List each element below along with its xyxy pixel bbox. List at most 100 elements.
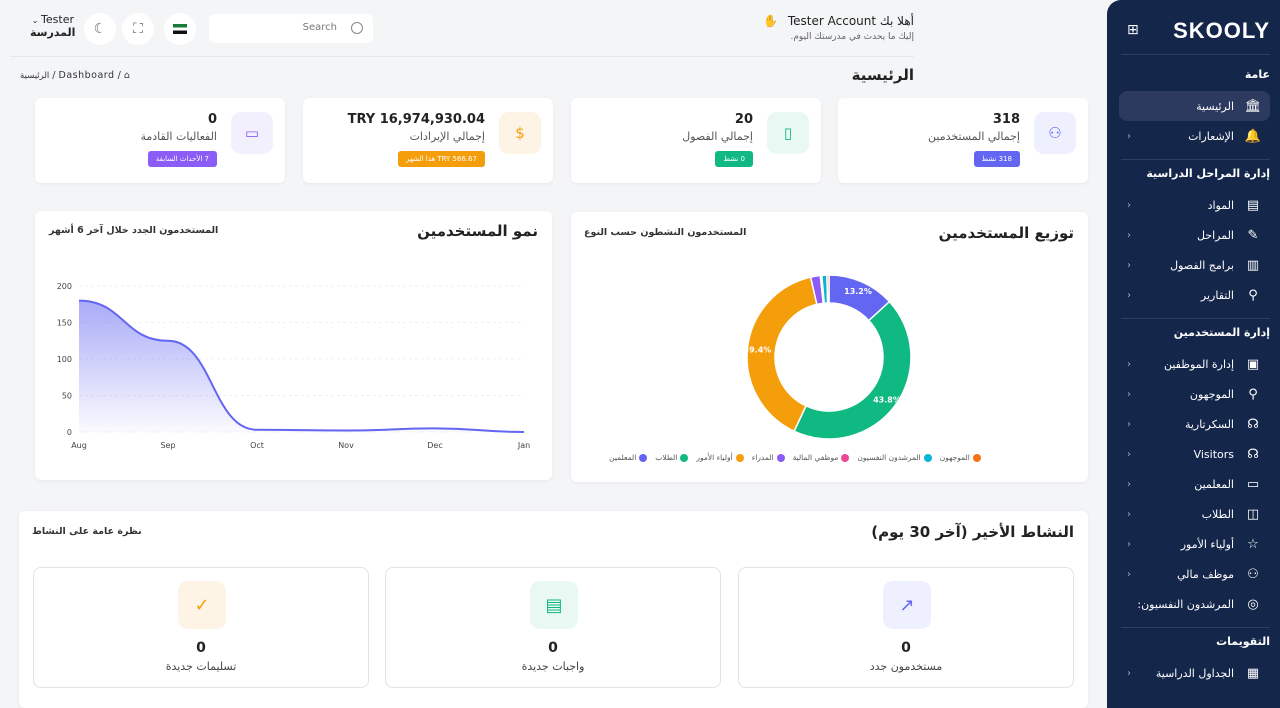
slice-label: 43.8% bbox=[873, 396, 901, 405]
sidebar-item-icon: 🔔 bbox=[1244, 128, 1262, 144]
legend-item[interactable]: الموجهون bbox=[940, 453, 981, 462]
breadcrumb: الرئيسية / Dashboard / ⌂ bbox=[20, 70, 130, 81]
legend-dot bbox=[735, 454, 744, 462]
sidebar-item-icon: ☊ bbox=[1247, 416, 1259, 432]
chevron-left-icon: ‹ bbox=[1127, 418, 1131, 430]
logo: SKOOLY bbox=[1173, 18, 1270, 43]
legend-label: المعلمين bbox=[609, 453, 637, 462]
language-button[interactable] bbox=[164, 13, 196, 45]
stat-badge: 7 الأحداث السابقة bbox=[147, 151, 217, 167]
stat-badge: TRY 566.67 هذا الشهر bbox=[398, 151, 485, 167]
users-icon: ⚇ bbox=[1034, 112, 1076, 154]
sidebar-item[interactable]: ☆ أولياء الأمور ‹ bbox=[1119, 529, 1270, 559]
legend-dot bbox=[972, 454, 981, 462]
legend-dot bbox=[776, 454, 785, 462]
stat-label: الفعاليات القادمة bbox=[140, 130, 217, 143]
stat-card-revenue: TRY 16,974,930.04 إجمالي الإيرادات TRY 5… bbox=[303, 98, 553, 183]
chevron-left-icon: ‹ bbox=[1127, 448, 1131, 460]
activity-new-users: ↗ 0 مستخدمون جدد bbox=[738, 567, 1074, 688]
chevron-left-icon: ‹ bbox=[1127, 568, 1131, 580]
school-name: المدرسة bbox=[30, 26, 76, 39]
activity-subtitle: نظرة عامة على النشاط bbox=[32, 526, 142, 537]
grid-menu-icon[interactable]: ⊞ bbox=[1127, 22, 1139, 38]
dark-mode-button[interactable]: ☾ bbox=[84, 13, 116, 45]
user-menu[interactable]: ⌄ Tester المدرسة bbox=[30, 13, 76, 39]
sidebar-item-label: السكرتارية bbox=[1184, 417, 1234, 431]
chart-title: توزيع المستخدمين bbox=[938, 224, 1074, 242]
chevron-left-icon: ‹ bbox=[1127, 199, 1131, 211]
page-title: الرئيسية bbox=[851, 66, 914, 84]
sidebar-item[interactable]: ▭ المعلمين ‹ bbox=[1119, 469, 1270, 499]
sidebar-item[interactable]: ⚲ الموجهون ‹ bbox=[1119, 379, 1270, 409]
welcome-text: أهلا بك Tester Account bbox=[787, 14, 914, 28]
legend-dot bbox=[841, 454, 850, 462]
activity-title: النشاط الأخير (آخر 30 يوم) bbox=[871, 523, 1074, 541]
sidebar-item[interactable]: ▥ برامج الفصول ‹ bbox=[1119, 250, 1270, 280]
stat-value: TRY 16,974,930.04 bbox=[347, 112, 485, 127]
legend-label: الموجهون bbox=[939, 453, 970, 462]
legend-item[interactable]: المرشدون النفسيون bbox=[857, 453, 932, 462]
legend-item[interactable]: أولياء الأمور bbox=[696, 453, 744, 462]
sidebar-item[interactable]: ✎ المراحل ‹ bbox=[1119, 220, 1270, 250]
sidebar-item-label: الرئيسية bbox=[1196, 99, 1234, 113]
breadcrumb-dashboard[interactable]: Dashboard bbox=[58, 70, 115, 81]
sidebar-item[interactable]: ☊ Visitors ‹ bbox=[1119, 439, 1270, 469]
legend-item[interactable]: المدراء bbox=[752, 453, 785, 462]
fullscreen-button[interactable]: ⛶ bbox=[122, 13, 154, 45]
activity-value: 0 bbox=[196, 640, 206, 656]
legend-item[interactable]: موظفي المالية bbox=[793, 453, 850, 462]
legend-dot bbox=[680, 454, 689, 462]
y-tick-label: 100 bbox=[57, 355, 72, 364]
sidebar-section-title: عامة bbox=[1244, 68, 1270, 81]
chart-legend: الموجهون المرشدون النفسيون موظفي المالية ال… bbox=[580, 453, 1010, 462]
home-icon[interactable]: ⌂ bbox=[123, 70, 130, 81]
stat-label: إجمالي الإيرادات bbox=[409, 130, 485, 143]
activity-label: تسليمات جديدة bbox=[165, 660, 237, 673]
sidebar-item-label: التقارير bbox=[1200, 288, 1234, 302]
sidebar: SKOOLY ⊞ عامة 🏛 الرئيسية 🔔 الإشعارات ‹ إدارة ا… bbox=[1107, 0, 1280, 708]
sidebar-item[interactable]: ⚇ موظف مالي ‹ bbox=[1119, 559, 1270, 589]
sidebar-item-icon: ▤ bbox=[1246, 197, 1260, 213]
sidebar-item-icon: ◎ bbox=[1247, 596, 1259, 612]
sidebar-item-label: المعلمين bbox=[1194, 477, 1234, 491]
sidebar-item[interactable]: 🔔 الإشعارات ‹ bbox=[1119, 121, 1270, 151]
breadcrumb-home[interactable]: الرئيسية bbox=[20, 71, 50, 81]
legend-label: المرشدون النفسيون bbox=[857, 453, 921, 462]
legend-label: موظفي المالية bbox=[792, 453, 839, 462]
donut-slice[interactable] bbox=[746, 276, 818, 433]
donut-slice[interactable] bbox=[826, 274, 830, 304]
x-tick-label: Jan bbox=[517, 441, 530, 450]
sidebar-item[interactable]: ◎ المرشدون النفسيون: bbox=[1119, 589, 1270, 619]
sidebar-item[interactable]: ▣ إدارة الموظفين ‹ bbox=[1119, 349, 1270, 379]
stat-card-users: 318 إجمالي المستخدمين 318 نشط ⚇ bbox=[838, 98, 1088, 183]
search-box[interactable]: Search bbox=[209, 14, 373, 43]
sidebar-item[interactable]: ⚲ التقارير ‹ bbox=[1119, 280, 1270, 310]
sidebar-item[interactable]: ▦ الجداول الدراسية ‹ bbox=[1119, 658, 1270, 688]
chevron-left-icon: ‹ bbox=[1127, 667, 1131, 679]
donut-slice[interactable] bbox=[793, 300, 912, 440]
legend-item[interactable]: المعلمين bbox=[609, 453, 648, 462]
user-name: Tester bbox=[41, 13, 74, 26]
main-content: ⌄ Tester المدرسة ☾ ⛶ Search أهلا بك Test… bbox=[10, 13, 1088, 708]
x-tick-label: Sep bbox=[160, 441, 175, 450]
sidebar-section-title: إدارة المراحل الدراسية bbox=[1146, 167, 1270, 180]
x-tick-label: Aug bbox=[71, 441, 87, 450]
stat-card-classes: 20 إجمالي الفصول 0 نشط ▯ bbox=[571, 98, 821, 183]
sidebar-item[interactable]: ◫ الطلاب ‹ bbox=[1119, 499, 1270, 529]
activity-value: 0 bbox=[901, 640, 911, 656]
sidebar-item[interactable]: ☊ السكرتارية ‹ bbox=[1119, 409, 1270, 439]
stat-card-events: 0 الفعاليات القادمة 7 الأحداث السابقة ▭ bbox=[35, 98, 285, 183]
sidebar-item-label: المواد bbox=[1207, 198, 1234, 212]
sidebar-item[interactable]: 🏛 الرئيسية bbox=[1119, 91, 1270, 121]
sidebar-item-icon: ▥ bbox=[1246, 257, 1260, 273]
legend-label: أولياء الأمور bbox=[696, 453, 733, 462]
sidebar-item-label: الجداول الدراسية bbox=[1155, 666, 1234, 680]
legend-item[interactable]: الطلاب bbox=[655, 453, 689, 462]
activity-value: 0 bbox=[548, 640, 558, 656]
stat-label: إجمالي الفصول bbox=[682, 130, 753, 143]
sidebar-item[interactable]: ▤ المواد ‹ bbox=[1119, 190, 1270, 220]
stat-value: 20 bbox=[734, 112, 753, 127]
stat-badge: 0 نشط bbox=[715, 151, 753, 167]
sidebar-item-label: الإشعارات bbox=[1188, 129, 1234, 143]
x-tick-label: Nov bbox=[338, 441, 354, 450]
